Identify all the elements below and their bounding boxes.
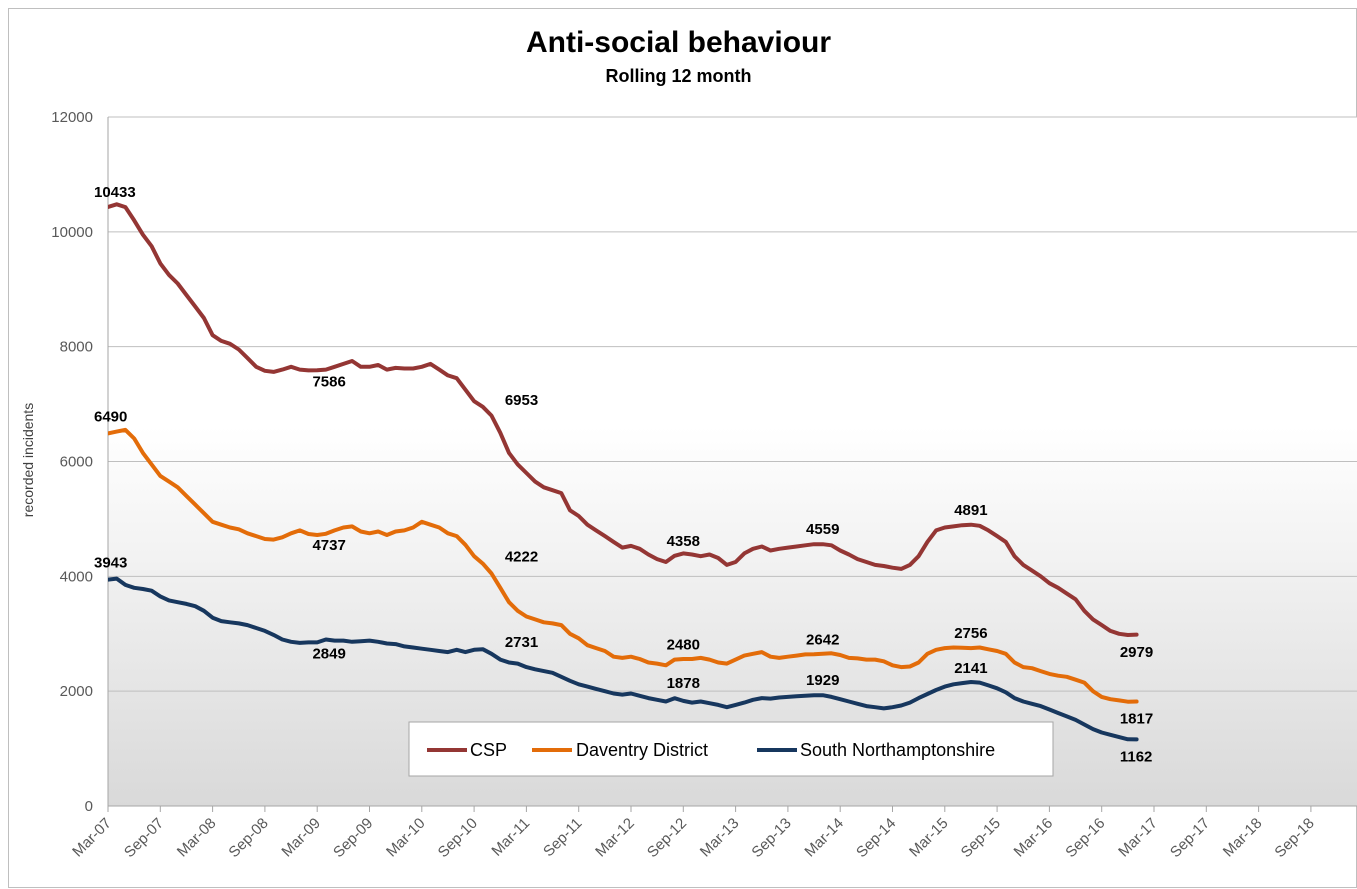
y-tick-label: 8000 xyxy=(60,339,93,356)
x-tick-label: Mar-17 xyxy=(1115,815,1161,861)
y-tick-label: 0 xyxy=(85,798,93,815)
series-line-csp xyxy=(108,202,1139,637)
x-tick-label: Sep-12 xyxy=(644,815,690,861)
data-label: 1929 xyxy=(806,672,839,689)
data-label: 2480 xyxy=(667,637,700,654)
x-tick-label: Mar-18 xyxy=(1220,815,1266,861)
data-label: 10433 xyxy=(94,184,136,201)
x-tick-label: Mar-07 xyxy=(69,815,115,861)
data-label: 1162 xyxy=(1120,748,1153,765)
data-label: 4737 xyxy=(312,537,345,554)
legend-label: CSP xyxy=(470,740,507,760)
chart-title: Anti-social behaviour xyxy=(525,26,832,59)
x-tick-label: Sep-18 xyxy=(1272,815,1318,861)
data-label: 2756 xyxy=(954,625,987,642)
x-tick-label: Mar-12 xyxy=(592,815,638,861)
x-tick-label: Sep-09 xyxy=(330,815,376,861)
x-tick-label: Sep-08 xyxy=(226,815,272,861)
legend-label: Daventry District xyxy=(576,740,708,760)
x-tick-label: Sep-16 xyxy=(1062,815,1108,861)
y-tick-label: 12000 xyxy=(51,109,93,126)
series-line-daventry-district xyxy=(108,427,1139,704)
x-tick-label: Mar-14 xyxy=(801,815,847,861)
x-tick-label: Sep-17 xyxy=(1167,815,1213,861)
legend-label: South Northamptonshire xyxy=(800,740,995,760)
x-tick-label: Sep-15 xyxy=(958,815,1004,861)
x-tick-label: Mar-15 xyxy=(906,815,952,861)
x-tick-label: Mar-10 xyxy=(383,815,429,861)
x-tick-label: Mar-16 xyxy=(1011,815,1057,861)
data-label: 3943 xyxy=(94,555,127,572)
x-tick-label: Sep-07 xyxy=(121,815,167,861)
data-label: 2849 xyxy=(312,645,345,662)
data-labels: 10433 7586 6953 4358 4559 4891 2979 6490 4737 422… xyxy=(94,184,1153,765)
data-label: 1878 xyxy=(667,675,700,692)
x-tick-label: Sep-11 xyxy=(540,815,585,860)
data-label: 4222 xyxy=(505,549,538,566)
x-tick-label: Sep-13 xyxy=(749,815,795,861)
series-line-south-northamptonshire xyxy=(108,576,1139,742)
y-axis-label: recorded incidents xyxy=(20,403,36,517)
data-label: 6953 xyxy=(505,392,538,409)
data-label: 4559 xyxy=(806,521,839,538)
legend-box xyxy=(408,721,1054,777)
gridlines xyxy=(108,116,1357,692)
data-label: 2979 xyxy=(1120,644,1153,661)
data-label: 2642 xyxy=(806,631,839,648)
data-label: 2141 xyxy=(954,660,987,677)
data-label: 7586 xyxy=(312,373,345,390)
x-tick-label: Sep-10 xyxy=(435,815,481,861)
data-label: 2731 xyxy=(505,634,538,651)
y-tick-label: 2000 xyxy=(60,683,93,700)
data-label: 6490 xyxy=(94,408,127,425)
data-label: 4358 xyxy=(667,533,700,550)
data-label: 1817 xyxy=(1120,711,1153,728)
chart-subtitle: Rolling 12 month xyxy=(605,66,752,86)
x-tick-label: Mar-11 xyxy=(488,815,533,860)
x-tick-label: Sep-14 xyxy=(853,815,899,861)
data-label: 4891 xyxy=(954,502,987,519)
x-tick-label: Mar-08 xyxy=(174,815,220,861)
y-tick-label: 6000 xyxy=(60,454,93,471)
series-lines xyxy=(108,202,1139,742)
x-tick-label: Mar-13 xyxy=(697,815,743,861)
legend: CSP Daventry District South Northamptonshi… xyxy=(408,721,1054,777)
y-tick-label: 4000 xyxy=(60,568,93,585)
x-tick-label: Mar-09 xyxy=(278,815,324,861)
y-tick-label: 10000 xyxy=(51,224,93,241)
